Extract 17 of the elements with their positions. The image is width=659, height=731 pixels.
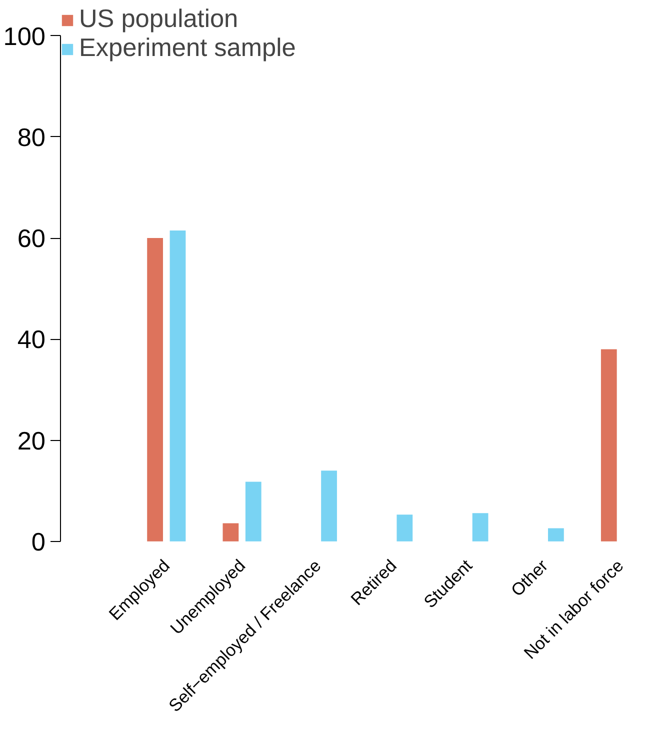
y-tick-label: 0 — [31, 528, 46, 556]
bar — [396, 514, 413, 542]
bar — [472, 513, 488, 542]
y-tick-label: 20 — [17, 427, 46, 456]
bar — [548, 528, 564, 542]
bar — [170, 230, 186, 542]
legend-label: US population — [79, 5, 238, 34]
y-tick-label: 40 — [17, 326, 46, 354]
y-tick-label: 80 — [17, 124, 46, 152]
bar — [600, 349, 617, 542]
y-tick-label: 100 — [3, 22, 46, 51]
bar — [147, 238, 163, 542]
bar — [245, 482, 262, 542]
y-tick-label: 60 — [17, 225, 46, 254]
bar — [321, 470, 337, 542]
legend-label: Experiment sample — [79, 34, 296, 63]
bar — [222, 523, 239, 542]
